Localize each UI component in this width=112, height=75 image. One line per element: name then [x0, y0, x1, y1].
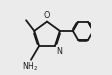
Text: O: O	[44, 11, 50, 20]
Text: NH$_2$: NH$_2$	[23, 61, 39, 73]
Text: N: N	[56, 47, 62, 56]
